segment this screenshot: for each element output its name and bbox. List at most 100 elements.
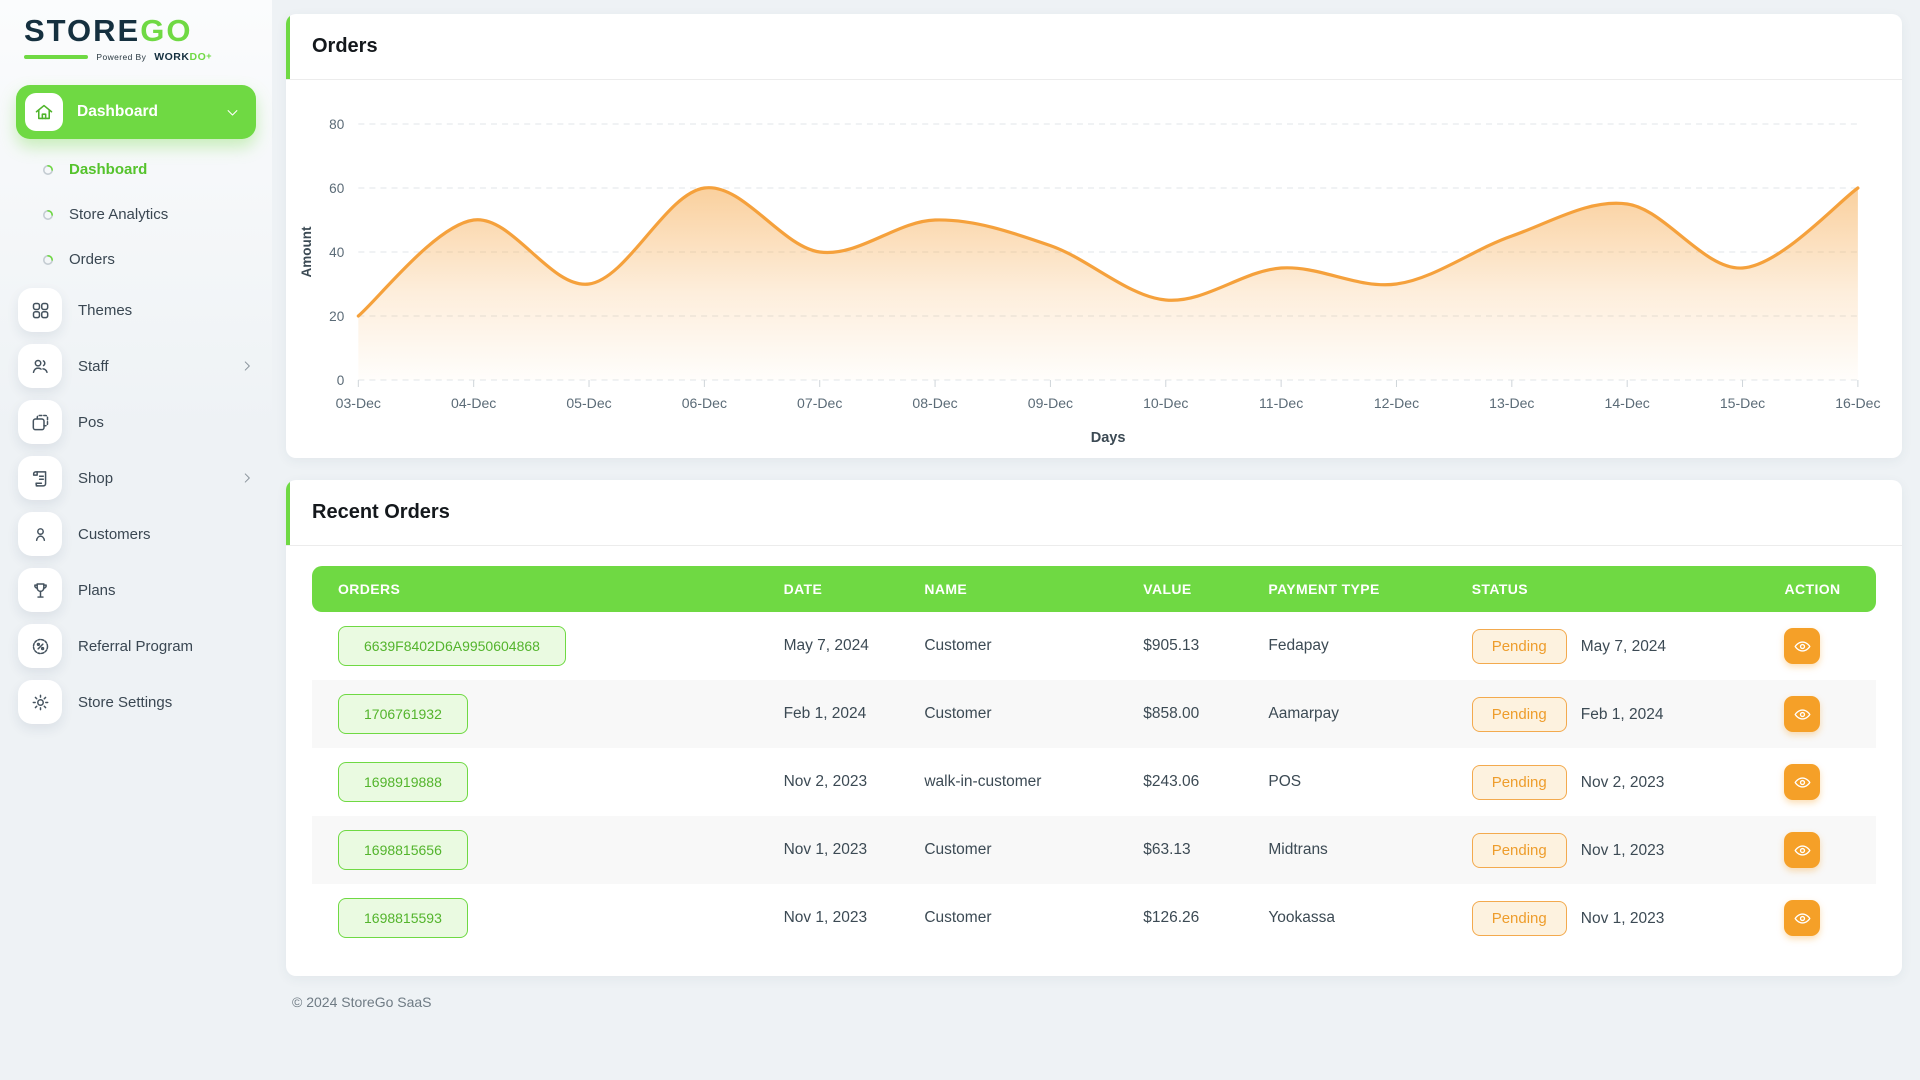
sidebar-item-staff[interactable]: Staff [0,338,272,394]
order-id-badge[interactable]: 1698815593 [338,898,468,938]
svg-text:07-Dec: 07-Dec [797,395,842,411]
sidebar-item-store-analytics[interactable]: Store Analytics [0,192,272,237]
sidebar-item-label: Plans [78,581,116,599]
column-header-payment-type: PAYMENT TYPE [1250,566,1454,612]
order-name-cell: Customer [924,705,992,722]
order-status-cell: Pending Feb 1, 2024 [1454,680,1767,748]
eye-icon [1793,773,1812,792]
view-order-button[interactable] [1784,764,1821,800]
plus-glyph: + [206,51,212,62]
order-id-badge[interactable]: 6639F8402D6A9950604868 [338,626,566,666]
x-axis-title: Days [1091,430,1126,446]
chevron-right-icon [240,359,254,373]
order-status-cell: Pending Nov 2, 2023 [1454,748,1767,816]
trophy-icon [18,568,62,613]
badge-percent-icon [18,624,62,669]
column-header-date: DATE [765,566,907,612]
brand-accent-line [24,55,89,60]
sidebar-item-shop[interactable]: Shop [0,450,272,506]
svg-text:03-Dec: 03-Dec [336,395,381,411]
sidebar-item-label: Dashboard [77,103,158,121]
svg-text:11-Dec: 11-Dec [1259,395,1303,411]
chart-line [356,186,1860,318]
order-payment-type-cell: Midtrans [1268,841,1328,858]
sidebar-item-themes[interactable]: Themes [0,282,272,338]
sidebar-item-store-settings[interactable]: Store Settings [0,674,272,730]
sidebar-item-label: Themes [78,301,133,319]
view-order-button[interactable] [1784,900,1821,936]
view-order-button[interactable] [1784,696,1821,732]
table-row: 1698815593 Nov 1, 2023 Customer $126.26 Yook… [312,884,1876,952]
view-order-button[interactable] [1784,628,1821,664]
order-id-badge[interactable]: 1698815656 [338,830,468,870]
main-content: Orders 0 20 40 60 80 03-Dec 04-Dec 05-Dec 06-Dec… [272,0,1920,1080]
order-value-cell: $905.13 [1143,637,1200,654]
sidebar-subitem-label: Store Analytics [69,206,169,224]
recent-orders-card-header: Recent Orders [286,480,1902,546]
order-date-cell: Nov 1, 2023 [783,909,868,926]
column-header-name: NAME [906,566,1126,612]
submenu-bullet-icon [42,254,54,266]
status-date: Nov 1, 2023 [1580,841,1665,859]
svg-text:80: 80 [329,117,344,132]
submenu-bullet-icon [42,164,54,176]
sidebar-item-pos[interactable]: Pos [0,394,272,450]
svg-text:10-Dec: 10-Dec [1143,395,1188,411]
submenu-bullet-icon [42,209,54,221]
sidebar-item-dashboard[interactable]: Dashboard [16,85,256,140]
order-name-cell: Customer [924,637,992,654]
status-date: Feb 1, 2024 [1580,705,1664,723]
svg-text:60: 60 [329,181,344,196]
status-date: May 7, 2024 [1580,637,1667,655]
sidebar-item-label: Pos [78,413,104,431]
table-row: 1698815656 Nov 1, 2023 Customer $63.13 Midtr… [312,816,1876,884]
column-header-status: STATUS [1453,566,1767,612]
svg-text:12-Dec: 12-Dec [1374,395,1419,411]
powered-by-prefix: Powered By [96,52,147,63]
column-header-value: VALUE [1125,566,1251,612]
view-order-button[interactable] [1784,832,1821,868]
sidebar-item-plans[interactable]: Plans [0,562,272,618]
orders-card-title: Orders [312,35,378,57]
status-badge: Pending [1471,628,1567,664]
order-date-cell: Nov 1, 2023 [783,841,868,858]
svg-text:20: 20 [329,309,344,324]
status-badge: Pending [1471,900,1567,936]
chart-area-fill [358,187,1858,380]
sidebar-item-customers[interactable]: Customers [0,506,272,562]
sidebar: STOREGO Powered By WORKDO+ Dashboard Dash… [0,0,272,1080]
order-payment-type-cell: Aamarpay [1268,705,1340,722]
order-name-cell: walk-in-customer [924,773,1042,790]
sidebar-menu: Dashboard Dashboard Store Analytics Orders T… [0,85,272,730]
order-value-cell: $858.00 [1143,705,1200,722]
order-date-cell: May 7, 2024 [783,637,869,654]
order-name-cell: Customer [924,909,992,926]
sidebar-subitem-label: Orders [69,251,115,269]
order-payment-type-cell: POS [1268,773,1302,790]
status-badge: Pending [1471,764,1567,800]
status-badge: Pending [1471,696,1567,732]
status-date: Nov 2, 2023 [1580,773,1665,791]
order-date-cell: Nov 2, 2023 [783,773,868,790]
sidebar-item-label: Referral Program [78,637,194,655]
sidebar-item-label: Shop [78,469,114,487]
svg-text:0: 0 [337,373,345,388]
order-id-badge[interactable]: 1698919888 [338,762,468,802]
powered-by-brand: WORKDO+ [154,51,212,64]
order-value-cell: $243.06 [1143,773,1200,790]
eye-icon [1793,841,1812,860]
svg-text:13-Dec: 13-Dec [1489,395,1534,411]
brand-name-store: STORE [24,13,141,48]
sidebar-subitem-label: Dashboard [69,161,148,179]
users-icon [18,344,62,389]
order-id-badge[interactable]: 1706761932 [338,694,468,734]
sidebar-item-dashboard[interactable]: Dashboard [0,147,272,192]
svg-text:15-Dec: 15-Dec [1720,395,1765,411]
svg-text:09-Dec: 09-Dec [1028,395,1073,411]
column-header-orders: ORDERS [312,566,766,612]
powered-by: Powered By WORKDO+ [24,51,212,63]
sidebar-item-orders[interactable]: Orders [0,237,272,282]
status-badge: Pending [1471,832,1567,868]
sidebar-item-referral-program[interactable]: Referral Program [0,618,272,674]
